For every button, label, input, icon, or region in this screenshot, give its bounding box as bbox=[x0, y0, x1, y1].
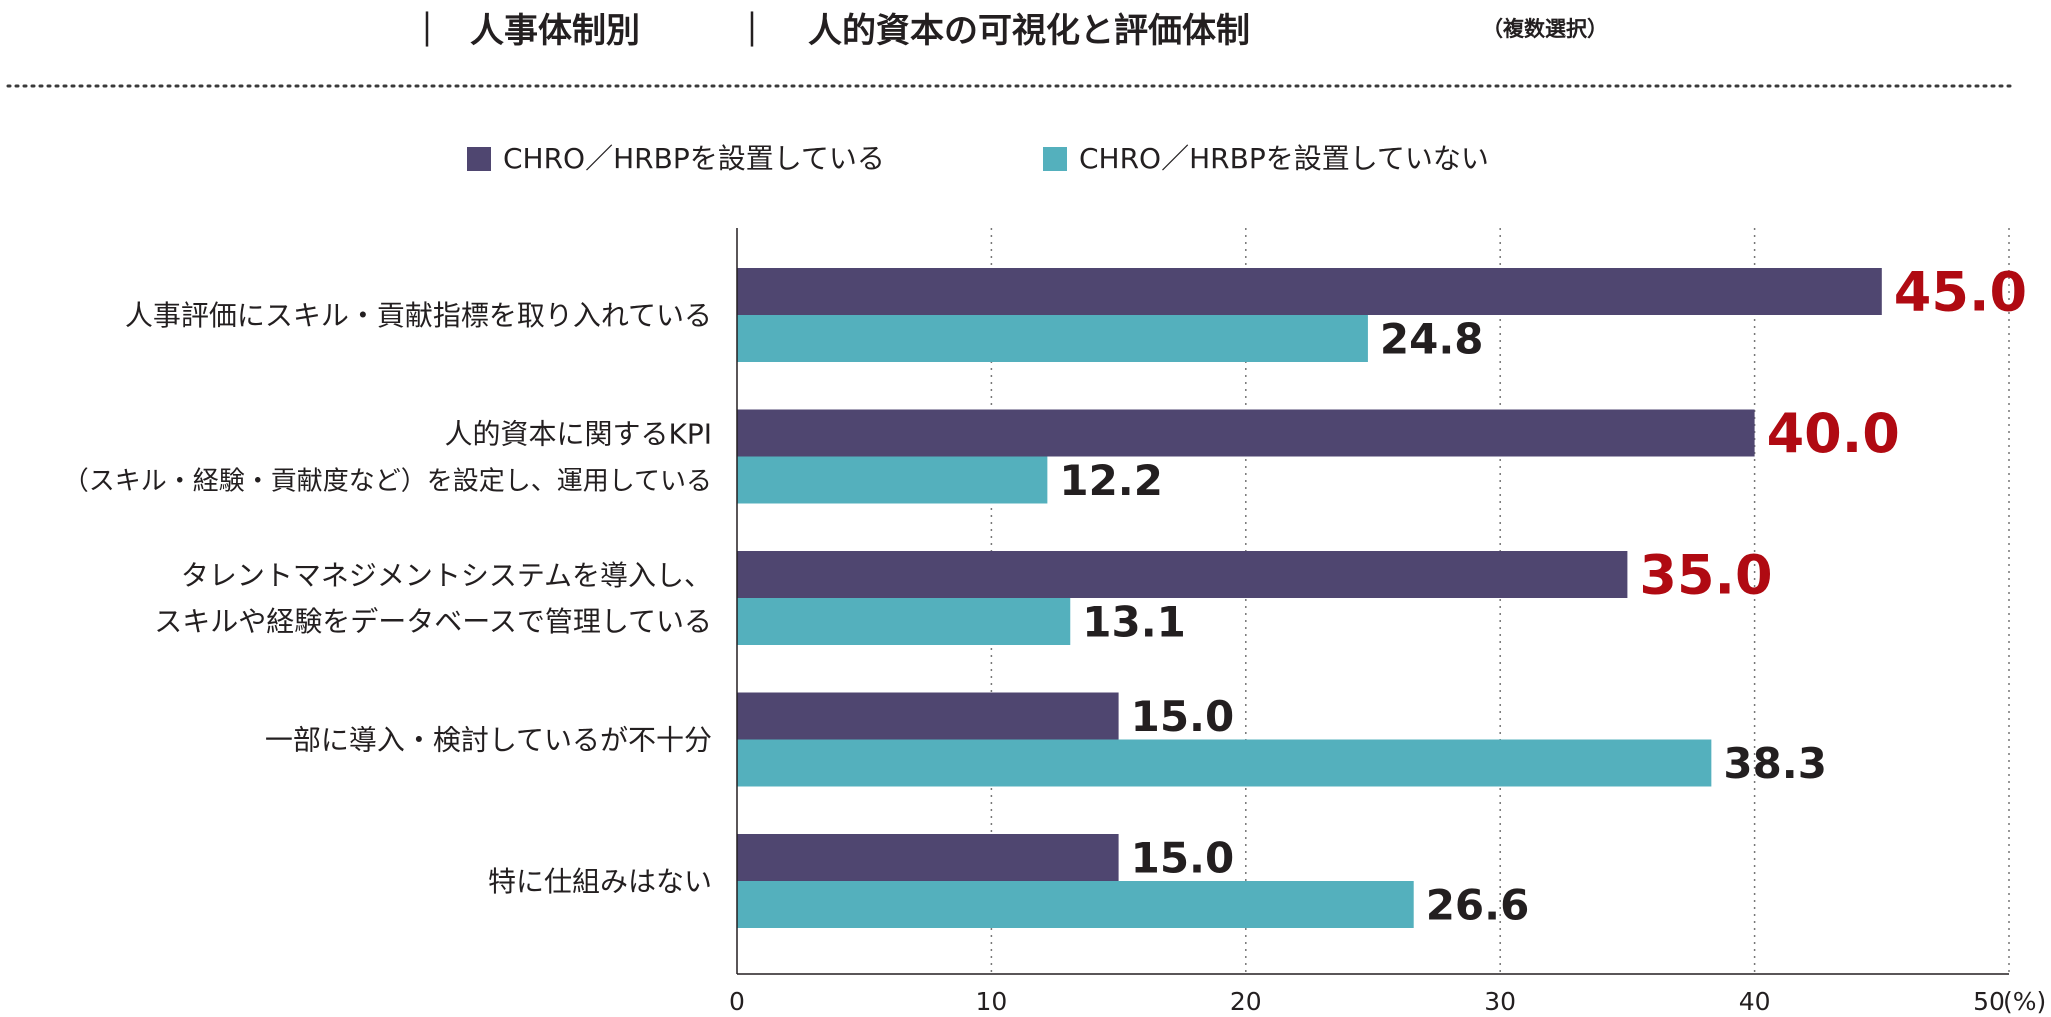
x-tick-label-40: 40 bbox=[1739, 987, 1771, 1016]
x-tick-label-30: 30 bbox=[1484, 987, 1516, 1016]
chart-title: ｜ 人事体制別 ｜ 人的資本の可視化と評価体制 （複数選択） bbox=[410, 11, 1608, 51]
x-tick-label-10: 10 bbox=[975, 987, 1007, 1016]
bar-series-b-cat-0 bbox=[737, 315, 1368, 362]
axis: 0 10 20 30 40 50(%) bbox=[729, 228, 2046, 1016]
value-label-series-a-cat-4: 15.0 bbox=[1131, 834, 1235, 883]
category-label-3-line-0: 一部に導入・検討しているが不十分 bbox=[265, 724, 712, 757]
value-label-series-b-cat-1: 12.2 bbox=[1059, 456, 1163, 505]
legend-label-series-b: CHRO／HRBPを設置していない bbox=[1079, 142, 1489, 175]
bar-series-a-cat-0 bbox=[737, 268, 1882, 315]
value-label-series-b-cat-2: 13.1 bbox=[1082, 598, 1186, 647]
bars bbox=[737, 268, 1882, 928]
title-main: 人事体制別 bbox=[470, 11, 640, 51]
x-tick-label-20: 20 bbox=[1230, 987, 1262, 1016]
bar-series-a-cat-4 bbox=[737, 834, 1119, 881]
value-label-series-a-cat-2: 35.0 bbox=[1639, 544, 1772, 607]
legend-swatch-series-a bbox=[467, 147, 491, 171]
category-label-1-line-0: 人的資本に関するKPI bbox=[444, 418, 712, 451]
legend: CHRO／HRBPを設置している CHRO／HRBPを設置していない bbox=[467, 142, 1489, 175]
value-labels: 45.0 24.8 40.0 12.2 35.0 13.1 15.0 38.3 15.0 26.6 bbox=[1059, 261, 2027, 930]
bar-series-a-cat-2 bbox=[737, 551, 1628, 598]
bar-series-b-cat-1 bbox=[737, 456, 1048, 504]
title-bar-right: ｜ bbox=[735, 11, 769, 51]
category-label-4-line-0: 特に仕組みはない bbox=[488, 865, 712, 898]
bar-series-b-cat-3 bbox=[737, 739, 1712, 787]
bar-series-a-cat-1 bbox=[737, 409, 1755, 457]
bar-series-b-cat-4 bbox=[737, 881, 1414, 928]
category-label-2-line-1: スキルや経験をデータベースで管理している bbox=[154, 605, 712, 638]
bar-series-b-cat-2 bbox=[737, 598, 1071, 645]
bar-series-a-cat-3 bbox=[737, 692, 1119, 740]
title-sub: 人的資本の可視化と評価体制 bbox=[808, 11, 1250, 51]
category-label-2-line-0: タレントマネジメントシステムを導入し、 bbox=[181, 559, 712, 592]
title-note: （複数選択） bbox=[1482, 17, 1608, 41]
value-label-series-a-cat-0: 45.0 bbox=[1894, 261, 2027, 324]
category-label-0-line-0: 人事評価にスキル・貢献指標を取り入れている bbox=[125, 299, 712, 332]
legend-swatch-series-b bbox=[1043, 147, 1067, 171]
x-tick-label-0: 0 bbox=[729, 987, 745, 1016]
x-axis-unit: (%) bbox=[2003, 987, 2046, 1016]
value-label-series-b-cat-0: 24.8 bbox=[1380, 315, 1484, 364]
title-bar-left: ｜ bbox=[410, 11, 444, 51]
value-label-series-b-cat-4: 26.6 bbox=[1426, 881, 1530, 930]
category-label-1-line-1: （スキル・経験・貢献度など）を設定し、運用している bbox=[63, 467, 712, 497]
legend-label-series-a: CHRO／HRBPを設置している bbox=[503, 142, 885, 175]
x-tick-label-50: 50 bbox=[1973, 987, 2005, 1016]
value-label-series-a-cat-3: 15.0 bbox=[1131, 692, 1235, 741]
value-label-series-b-cat-3: 38.3 bbox=[1723, 739, 1827, 788]
value-label-series-a-cat-1: 40.0 bbox=[1767, 402, 1900, 465]
